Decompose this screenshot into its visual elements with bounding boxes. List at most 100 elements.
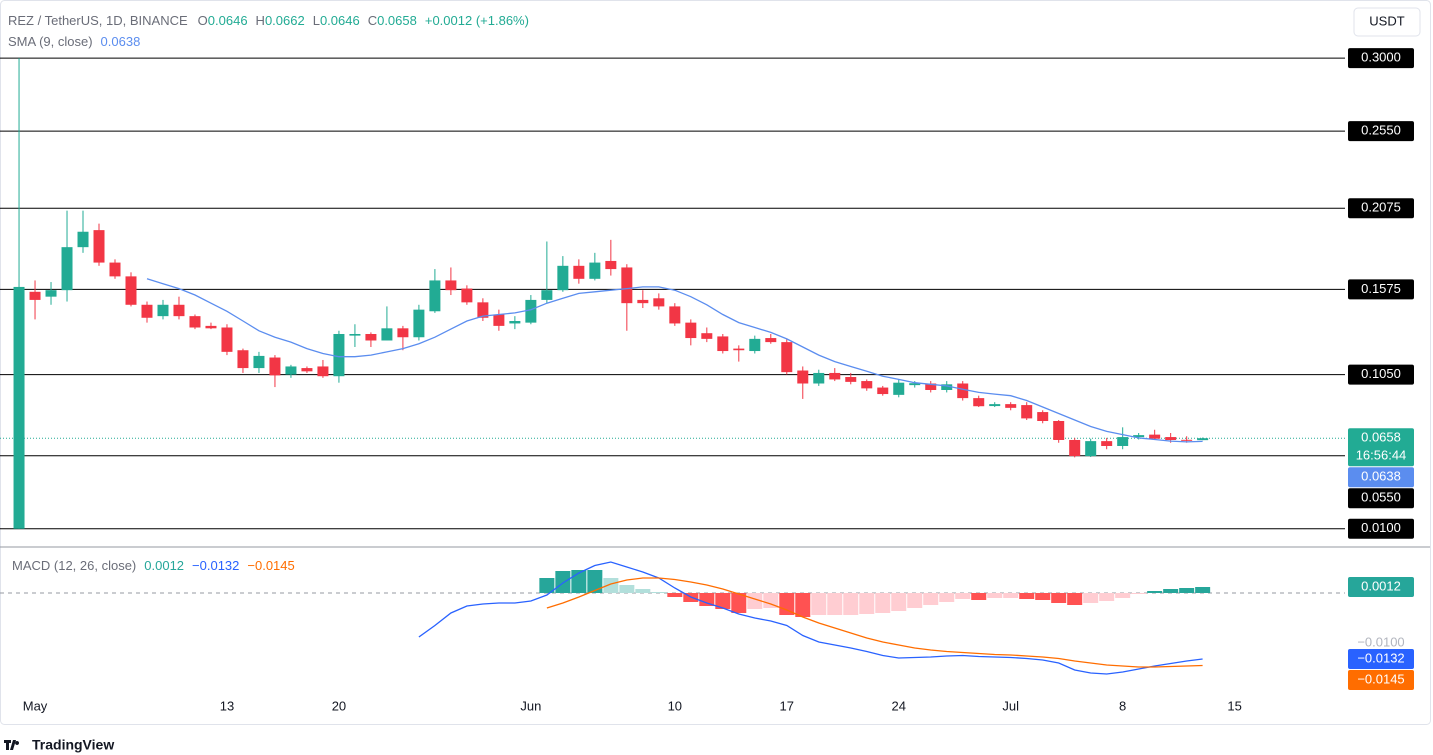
histogram-bar bbox=[555, 571, 571, 593]
candle-body bbox=[621, 267, 633, 304]
candle-body bbox=[829, 372, 841, 380]
brand: TradingView bbox=[32, 737, 114, 753]
candle-body bbox=[221, 327, 233, 352]
x-tick-label: 8 bbox=[1119, 698, 1126, 713]
x-tick-label: 13 bbox=[220, 698, 234, 713]
price-label: 0.0550 bbox=[1361, 490, 1401, 505]
histogram-bar bbox=[1195, 587, 1211, 593]
candle-body bbox=[781, 342, 793, 373]
candle-body bbox=[173, 304, 185, 317]
price-label-box bbox=[1348, 467, 1414, 488]
x-tick-label: 15 bbox=[1227, 698, 1241, 713]
price-label: 0.0658 bbox=[1361, 430, 1401, 445]
price-label: 0.0100 bbox=[1361, 520, 1401, 535]
histogram-bar bbox=[619, 585, 635, 593]
candle-body bbox=[765, 338, 777, 343]
currency-label[interactable]: USDT bbox=[1369, 13, 1404, 28]
macd-line bbox=[418, 561, 1203, 675]
histogram-bar bbox=[715, 593, 731, 609]
ohlc-value: 0.0646 bbox=[208, 13, 248, 28]
histogram-bar bbox=[651, 592, 667, 593]
histogram-bar bbox=[1067, 593, 1083, 605]
histogram-bar bbox=[1131, 593, 1147, 594]
x-tick-label: Jun bbox=[520, 698, 541, 713]
candle-body bbox=[909, 383, 921, 386]
histogram-bar bbox=[1003, 593, 1019, 598]
ohlc-value: 0.0658 bbox=[377, 13, 417, 28]
candle-body bbox=[861, 381, 873, 389]
candle-body bbox=[893, 382, 905, 395]
price-label-box bbox=[1348, 488, 1414, 509]
price-label-box bbox=[1348, 649, 1414, 669]
price-label: 0.1050 bbox=[1361, 366, 1401, 381]
histogram-bar bbox=[795, 593, 811, 617]
price-label: 16:56:44 bbox=[1356, 448, 1407, 463]
candle-body bbox=[93, 230, 105, 263]
price-label-box bbox=[1348, 670, 1414, 690]
candle-body bbox=[285, 366, 297, 375]
candle-body bbox=[77, 231, 89, 248]
histogram-bar bbox=[1083, 593, 1099, 603]
candle-body bbox=[1053, 420, 1065, 440]
candle-body bbox=[845, 377, 857, 382]
price-label-box bbox=[1348, 279, 1414, 300]
histogram-bar bbox=[699, 593, 715, 606]
price-label-box bbox=[1348, 198, 1414, 219]
candle-body bbox=[541, 290, 553, 300]
histogram-bar bbox=[859, 593, 875, 614]
ohlc-value: 0.0662 bbox=[265, 13, 305, 28]
histogram-bar bbox=[779, 593, 795, 615]
price-change: +0.0012 (+1.86%) bbox=[425, 13, 529, 28]
candle-body bbox=[493, 314, 505, 326]
histogram-bar bbox=[539, 578, 555, 593]
histogram-bar bbox=[907, 593, 923, 608]
x-tick-label: 10 bbox=[668, 698, 682, 713]
candle-body bbox=[301, 368, 313, 372]
histogram-bar bbox=[1051, 593, 1067, 603]
macd-hist-value: 0.0012 bbox=[144, 558, 184, 573]
candle-body bbox=[701, 333, 713, 339]
sma-value: 0.0638 bbox=[101, 34, 141, 49]
price-label: 0.0638 bbox=[1361, 469, 1401, 484]
histogram-bar bbox=[811, 593, 827, 615]
candle-body bbox=[1181, 439, 1193, 441]
histogram-bar bbox=[1163, 589, 1179, 593]
ohlc-key: L bbox=[313, 13, 320, 28]
price-label-box bbox=[1348, 428, 1414, 467]
candle-body bbox=[637, 299, 649, 304]
candle-body bbox=[925, 383, 937, 390]
histogram-bar bbox=[635, 589, 651, 593]
candle-body bbox=[797, 370, 809, 384]
price-label-box bbox=[1348, 364, 1414, 385]
candle-body bbox=[253, 355, 265, 369]
x-tick-label: May bbox=[23, 698, 48, 713]
chart-frame bbox=[0, 0, 1431, 725]
histogram-bar bbox=[1099, 593, 1115, 601]
candle-body bbox=[237, 350, 249, 369]
candle-body bbox=[29, 291, 41, 300]
candle-body bbox=[13, 286, 25, 529]
price-label-box bbox=[1348, 518, 1414, 539]
candle-body bbox=[973, 398, 985, 407]
price-label: 0.2550 bbox=[1361, 123, 1401, 138]
candle-body bbox=[397, 328, 409, 338]
ohlc-key: O bbox=[198, 13, 208, 28]
candle-body bbox=[717, 336, 729, 352]
candle-body bbox=[1117, 437, 1129, 446]
currency-button[interactable] bbox=[1353, 7, 1421, 37]
histogram-bar bbox=[827, 593, 843, 615]
candle-body bbox=[589, 262, 601, 279]
candle-body bbox=[45, 290, 57, 297]
histogram-bar bbox=[763, 593, 779, 608]
candle-body bbox=[573, 265, 585, 279]
price-label: 0.0012 bbox=[1361, 578, 1401, 593]
histogram-bar bbox=[987, 593, 1003, 598]
price-label-box bbox=[1348, 121, 1414, 142]
histogram-bar bbox=[1179, 588, 1195, 593]
macd-value: −0.0132 bbox=[192, 558, 239, 573]
ohlc-value: 0.0646 bbox=[320, 13, 360, 28]
candle-body bbox=[333, 333, 345, 377]
candle-body bbox=[381, 328, 393, 341]
candle-body bbox=[957, 383, 969, 399]
symbol: REZ / TetherUS, 1D, BINANCE bbox=[8, 13, 188, 28]
